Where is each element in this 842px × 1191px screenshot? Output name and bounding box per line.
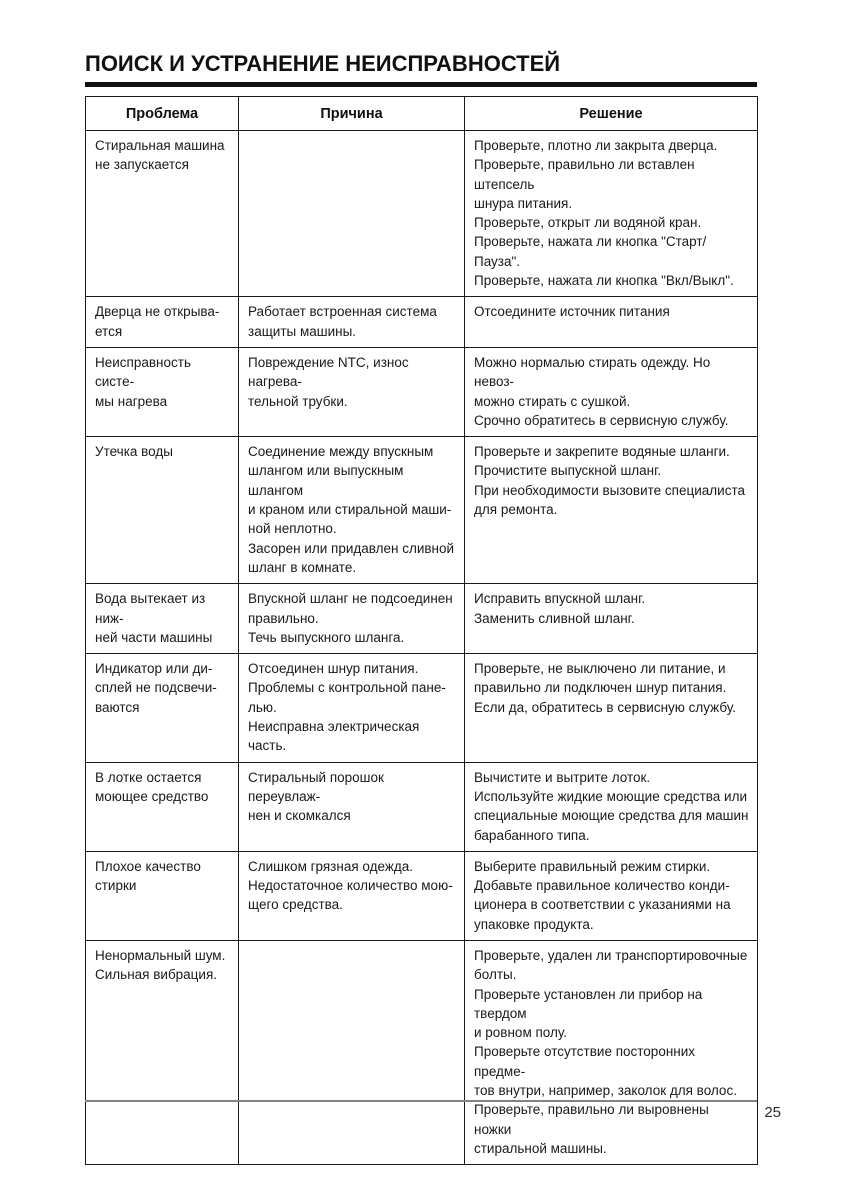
cell-solution: Проверьте, удален ли транспортировочные … (464, 939, 758, 1166)
cell-cause: Впускной шланг не подсоединен правильно.… (238, 583, 465, 655)
column-header-problem: Проблема (85, 96, 239, 131)
table-header-row: Проблема Причина Решение (85, 96, 758, 131)
page-title: ПОИСК И УСТРАНЕНИЕ НЕИСПРАВНОСТЕЙ (85, 51, 561, 76)
cell-solution: Вычистите и вытрите лоток. Используйте ж… (464, 761, 758, 852)
table-row: Дверца не открыва- ется Работает встроен… (85, 296, 758, 348)
cell-problem: Неисправность систе- мы нагрева (85, 346, 239, 438)
title-underline-rule (85, 82, 757, 87)
cell-cause: Соединение между впускным шлангом или вы… (238, 436, 465, 585)
footer-rule (85, 1100, 757, 1102)
table-row: Вода вытекает из ниж- ней части машины В… (85, 583, 758, 655)
column-header-cause: Причина (238, 96, 465, 131)
table-row: В лотке остается моющее средство Стираль… (85, 761, 758, 852)
page-content: ПОИСК И УСТРАНЕНИЕ НЕИСПРАВНОСТЕЙ Пробле… (85, 0, 758, 1166)
cell-problem: Вода вытекает из ниж- ней части машины (85, 583, 239, 655)
table-row: Утечка воды Соединение между впускным шл… (85, 436, 758, 585)
cell-cause: Отсоединен шнур питания. Проблемы с конт… (238, 653, 465, 763)
page-number: 25 (764, 1104, 781, 1121)
cell-solution: Исправить впускной шланг. Заменить сливн… (464, 583, 758, 655)
cell-cause: Повреждение NTC, износ нагрева- тельной … (238, 346, 465, 438)
cell-solution: Отсоедините источник питания (464, 296, 758, 348)
cell-cause: Работает встроенная система защиты машин… (238, 296, 465, 348)
table-row: Неисправность систе- мы нагрева Поврежде… (85, 346, 758, 438)
cell-problem: Стиральная машина не запускается (85, 129, 239, 298)
cell-cause: Стиральный порошок переувлаж- нен и ском… (238, 761, 465, 852)
cell-solution: Проверьте, не выключено ли питание, и пр… (464, 653, 758, 763)
table-row: Ненормальный шум. Сильная вибрация. Пров… (85, 939, 758, 1166)
table-row: Стиральная машина не запускается Проверь… (85, 129, 758, 298)
cell-solution: Проверьте и закрепите водяные шланги. Пр… (464, 436, 758, 585)
cell-problem: Плохое качество стирки (85, 850, 239, 941)
cell-solution: Можно нормалью стирать одежду. Но невоз-… (464, 346, 758, 438)
cell-solution: Выберите правильный режим стирки. Добавь… (464, 850, 758, 941)
table-row: Индикатор или ди- сплей не подсвечи- ваю… (85, 653, 758, 763)
cell-cause: Слишком грязная одежда. Недостаточное ко… (238, 850, 465, 941)
cell-solution: Проверьте, плотно ли закрыта дверца. Про… (464, 129, 758, 298)
cell-cause (238, 129, 465, 298)
cell-cause (238, 939, 465, 1166)
cell-problem: Индикатор или ди- сплей не подсвечи- ваю… (85, 653, 239, 763)
cell-problem: Утечка воды (85, 436, 239, 585)
troubleshooting-table: Проблема Причина Решение Стиральная маши… (85, 96, 758, 1166)
table-row: Плохое качество стирки Слишком грязная о… (85, 850, 758, 941)
cell-problem: Ненормальный шум. Сильная вибрация. (85, 939, 239, 1166)
column-header-solution: Решение (464, 96, 758, 131)
cell-problem: Дверца не открыва- ется (85, 296, 239, 348)
cell-problem: В лотке остается моющее средство (85, 761, 239, 852)
